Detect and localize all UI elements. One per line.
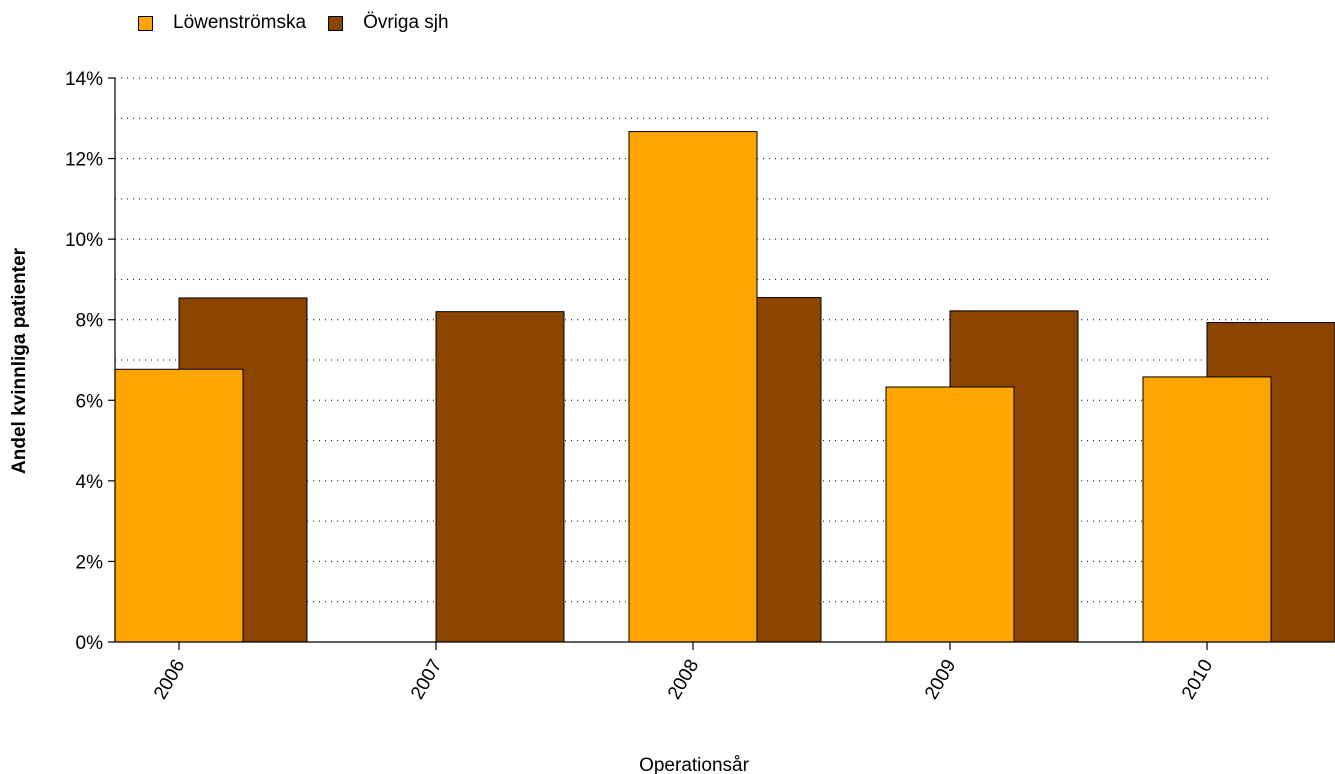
legend-swatch-lowenstromska — [138, 15, 153, 31]
x-axis-ticks: 2006 2007 2008 2009 2010 — [150, 642, 1217, 703]
y-tick-label: 14% — [65, 69, 103, 90]
y-axis-title: Andel kvinnliga patienter — [9, 247, 30, 474]
y-tick-label: 8% — [76, 311, 104, 332]
x-tick-label: 2006 — [150, 656, 189, 703]
bar-lowenstromska-2009 — [885, 386, 1015, 643]
y-tick-label: 12% — [65, 150, 103, 171]
legend-item-lowenstromska: Löwenströmska — [138, 12, 306, 34]
y-tick-label: 4% — [76, 472, 104, 493]
bar-lowenstromska-2006 — [114, 368, 244, 643]
legend-item-ovriga-sjh: Övriga sjh — [328, 12, 449, 34]
y-tick-label: 6% — [76, 391, 104, 412]
x-tick-label: 2008 — [664, 656, 703, 703]
x-tick-label: 2010 — [1178, 656, 1217, 703]
bar-lowenstromska-2010 — [1142, 376, 1272, 643]
axes — [114, 78, 1334, 643]
bar-lowenstromska-2008 — [628, 131, 758, 643]
y-tick-label: 0% — [76, 633, 104, 654]
legend-swatch-ovriga-sjh — [328, 15, 344, 31]
y-tick-label: 10% — [65, 230, 103, 251]
legend-label-ovriga-sjh: Övriga sjh — [363, 12, 449, 33]
bars — [114, 131, 1335, 643]
x-tick-label: 2007 — [407, 656, 446, 703]
legend: Löwenströmska Övriga sjh — [138, 12, 471, 34]
grid-lines — [115, 77, 1273, 603]
x-axis-title: Operationsår — [639, 755, 750, 774]
y-axis-ticks: 0% 2% 4% 6% 8% 10% 12% 14% — [65, 69, 115, 654]
x-tick-label: 2009 — [921, 656, 960, 703]
legend-label-lowenstromska: Löwenströmska — [173, 12, 307, 33]
bar-ovriga-sjh-2007 — [435, 311, 565, 643]
y-tick-label: 2% — [76, 552, 104, 573]
